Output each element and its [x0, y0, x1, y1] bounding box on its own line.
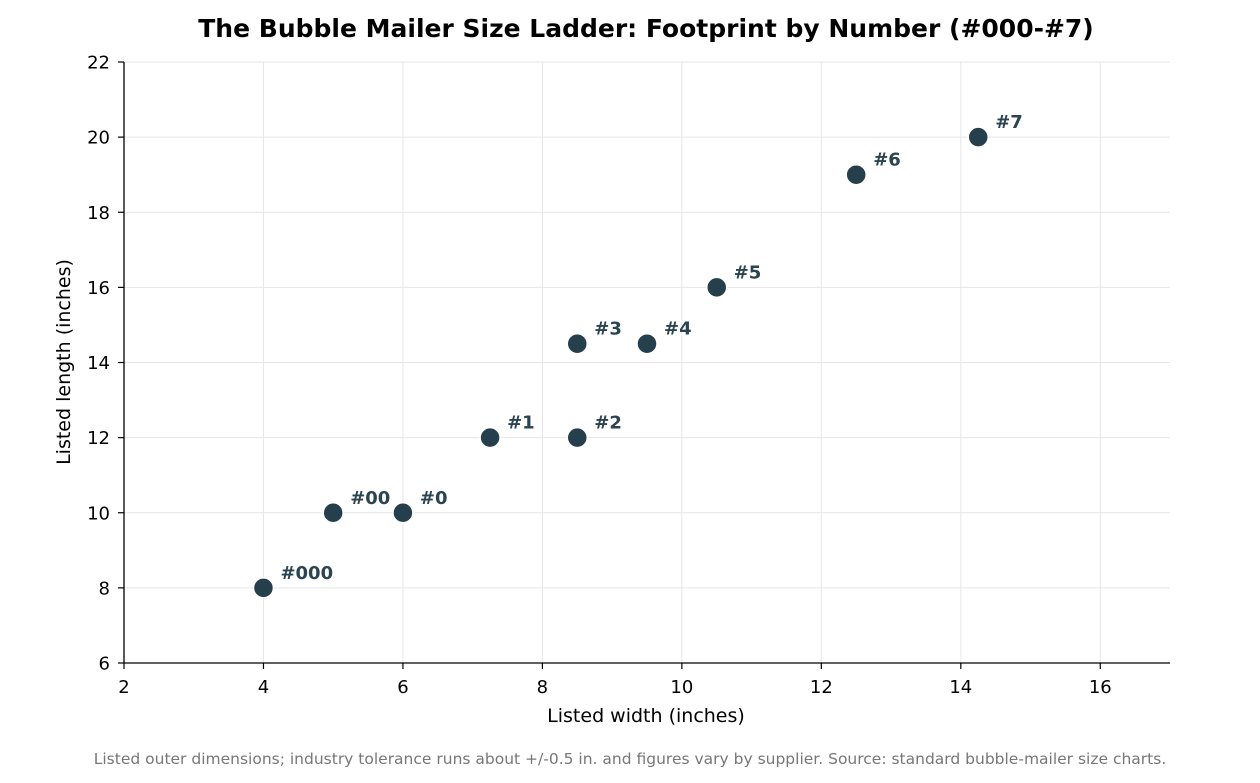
- x-tick-label: 8: [537, 677, 548, 698]
- x-tick-label: 12: [810, 677, 833, 698]
- data-point: [392, 502, 414, 524]
- data-point: [566, 332, 589, 355]
- data-point-label: #0: [420, 488, 448, 509]
- data-point: [322, 502, 344, 524]
- data-point: [479, 426, 501, 449]
- y-tick-label: 20: [87, 128, 110, 149]
- x-axis-title: Listed width (inches): [547, 705, 745, 727]
- chart-title: The Bubble Mailer Size Ladder: Footprint…: [198, 14, 1093, 43]
- y-tick-label: 12: [87, 428, 110, 449]
- data-point-label: #2: [594, 413, 622, 434]
- data-point-label: #6: [873, 150, 901, 171]
- data-point: [705, 276, 728, 299]
- data-point-label: #1: [507, 413, 535, 434]
- y-axis-title: Listed length (inches): [53, 259, 75, 465]
- y-tick-label: 16: [87, 278, 110, 299]
- data-point: [845, 163, 867, 186]
- grid-layer: [124, 61, 1170, 663]
- data-point-label: #00: [350, 488, 390, 509]
- ticks-layer: 2 4 6 8 10 12 14 16 6 8 10 12 14 16 18 20 22: [87, 53, 1112, 699]
- x-tick-label: 10: [670, 677, 693, 698]
- x-tick-label: 4: [258, 677, 269, 698]
- data-point: [636, 332, 658, 355]
- data-point-label: #4: [664, 319, 692, 340]
- x-tick-label: 16: [1089, 677, 1112, 698]
- footnote: Listed outer dimensions; industry tolera…: [94, 750, 1167, 768]
- y-tick-label: 18: [87, 203, 110, 224]
- y-tick-label: 8: [99, 578, 110, 599]
- data-point-label: #5: [734, 262, 762, 283]
- x-tick-label: 2: [118, 677, 129, 698]
- data-point-label: #7: [995, 112, 1023, 133]
- y-tick-label: 6: [99, 654, 110, 675]
- data-point-label: #000: [280, 563, 333, 584]
- data-point-label: #3: [594, 319, 622, 340]
- data-point: [566, 426, 589, 449]
- y-tick-label: 14: [87, 353, 110, 374]
- data-point: [967, 126, 989, 148]
- y-tick-label: 10: [87, 503, 110, 524]
- x-tick-label: 6: [397, 677, 408, 698]
- points-layer: #000 #00 #0 #1 #2 #3 #4 #5 #6 #7: [252, 112, 1023, 599]
- y-tick-label: 22: [87, 53, 110, 74]
- x-tick-label: 14: [949, 677, 972, 698]
- data-point: [252, 577, 275, 599]
